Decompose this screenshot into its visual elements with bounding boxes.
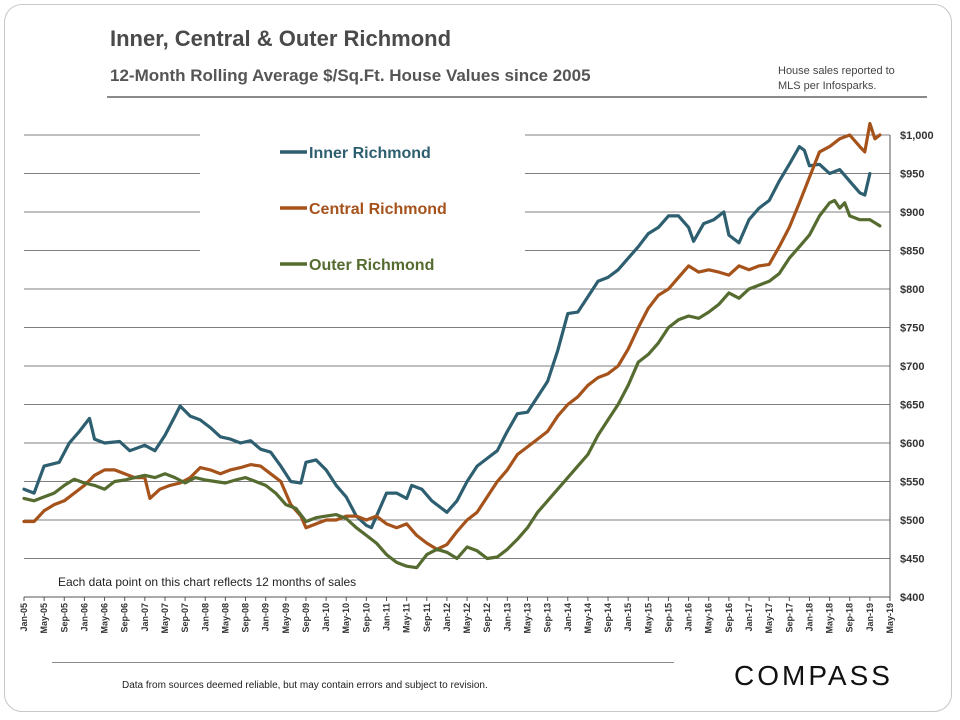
x-tick-label: Jan-06: [79, 603, 89, 632]
grid-lines: [24, 134, 890, 598]
x-tick-label: May-05: [39, 603, 49, 634]
x-tick-label: Sep-10: [361, 603, 371, 633]
x-tick-label: Jan-19: [865, 603, 875, 632]
x-tick-label: May-16: [704, 603, 714, 634]
x-tick-label: Sep-16: [724, 603, 734, 633]
x-tick-label: May-19: [885, 603, 895, 634]
x-tick-label: May-14: [583, 603, 593, 634]
x-tick-label: May-17: [764, 603, 774, 634]
x-tick-label: May-11: [402, 603, 412, 633]
x-tick-label: May-07: [160, 603, 170, 634]
source-line-2: MLS per Infosparks.: [778, 80, 877, 92]
y-tick-label: $600: [900, 438, 924, 450]
x-tick-label: Sep-18: [845, 603, 855, 633]
series-line-inner: [22, 145, 872, 530]
x-tick-label: Sep-14: [603, 603, 613, 633]
source-line-1: House sales reported to: [778, 65, 895, 77]
x-tick-label: Jan-13: [502, 603, 512, 632]
legend: Inner Richmond Central Richmond Outer Rich…: [280, 145, 447, 274]
series-lines: [22, 121, 882, 570]
x-tick-label: Sep-17: [784, 603, 794, 633]
y-tick-label: $400: [900, 592, 924, 604]
x-axis: Jan-05 May-05 Sep-05 Jan-06 May-06 Sep-06 Jan-…: [19, 597, 895, 634]
series-line-outer: [22, 198, 882, 570]
y-tick-label: $500: [900, 515, 924, 527]
compass-logo: COMPASS: [734, 660, 893, 691]
x-tick-label: May-09: [281, 603, 291, 634]
x-tick-label: May-15: [643, 603, 653, 634]
x-tick-label: May-18: [825, 603, 835, 634]
y-tick-label: $800: [900, 284, 924, 296]
x-tick-label: Sep-13: [543, 603, 553, 633]
x-tick-label: Jan-18: [804, 603, 814, 632]
x-tick-label: Sep-06: [120, 603, 130, 633]
series-line-central: [22, 121, 882, 551]
slide-frame: [4, 4, 952, 712]
footer-divider: [52, 662, 674, 663]
x-tick-label: Jan-09: [261, 603, 271, 632]
y-tick-label: $450: [900, 554, 924, 566]
x-tick-label: Jan-15: [623, 603, 633, 632]
source-note: House sales reported to MLS per Infospar…: [778, 64, 895, 94]
x-tick-label: Jan-14: [563, 603, 573, 632]
x-tick-label: Sep-12: [482, 603, 492, 633]
y-tick-label: $750: [900, 323, 924, 335]
x-tick-label: Jan-11: [382, 603, 392, 631]
y-tick-label: $700: [900, 361, 924, 373]
x-tick-label: May-06: [100, 603, 110, 634]
legend-label-outer: Outer Richmond: [309, 257, 434, 274]
y-tick-label: $650: [900, 400, 924, 412]
chart-title: Inner, Central & Outer Richmond: [110, 26, 452, 51]
x-tick-label: May-13: [522, 603, 532, 634]
legend-label-central: Central Richmond: [309, 201, 447, 218]
x-tick-label: Jan-05: [19, 603, 29, 632]
title-divider: [107, 96, 927, 98]
x-tick-label: Sep-09: [301, 603, 311, 633]
x-tick-label: Sep-11: [422, 603, 432, 632]
x-tick-label: Sep-08: [241, 603, 251, 633]
x-tick-label: Jan-17: [744, 603, 754, 632]
y-tick-label: $850: [900, 246, 924, 258]
x-tick-label: Sep-05: [59, 603, 69, 633]
x-tick-label: Sep-15: [663, 603, 673, 633]
x-tick-label: Jan-07: [140, 603, 150, 632]
x-tick-label: May-08: [220, 603, 230, 634]
y-axis: $400 $450 $500 $550 $600 $650 $700 $750 $800 $850…: [889, 130, 934, 604]
y-tick-label: $950: [900, 169, 924, 181]
y-tick-label: $900: [900, 207, 924, 219]
x-tick-label: Jan-12: [442, 603, 452, 632]
x-tick-label: Jan-16: [684, 603, 694, 632]
y-tick-label: $550: [900, 477, 924, 489]
x-tick-label: Jan-08: [200, 603, 210, 632]
chart-subtitle: 12-Month Rolling Average $/Sq.Ft. House …: [110, 66, 591, 85]
chart-note: Each data point on this chart reflects 1…: [58, 575, 357, 589]
legend-label-inner: Inner Richmond: [309, 145, 431, 162]
x-tick-label: Sep-07: [180, 603, 190, 633]
disclaimer: Data from sources deemed reliable, but m…: [122, 680, 488, 691]
x-tick-label: May-12: [462, 603, 472, 634]
x-tick-label: Jan-10: [321, 603, 331, 632]
y-tick-label: $1,000: [900, 130, 934, 142]
x-tick-label: May-10: [341, 603, 351, 634]
